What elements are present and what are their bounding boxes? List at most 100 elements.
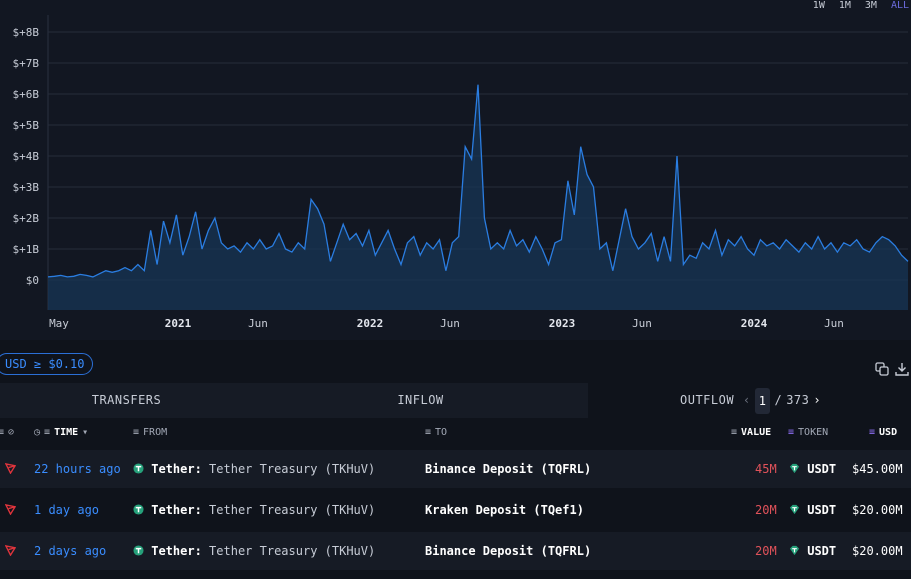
to-cell[interactable]: Binance Deposit (TQFRL) — [425, 462, 592, 476]
from-cell[interactable]: Tether: Tether Treasury (TKHuV) — [133, 532, 375, 570]
from-cell[interactable]: Tether: Tether Treasury (TKHuV) — [133, 450, 375, 488]
time-link[interactable]: 1 day ago — [34, 503, 100, 517]
token-column-header[interactable]: ≡ TOKEN — [788, 418, 828, 447]
y-tick-label: $+1B — [13, 243, 40, 256]
download-icon[interactable] — [895, 362, 909, 376]
to-cell[interactable]: Kraken Deposit (TQef1) — [425, 503, 584, 517]
chain-column-filter[interactable]: ≡ ⊘ — [0, 418, 14, 447]
tron-icon — [5, 504, 16, 515]
from-name: Tether Treasury (TKHuV) — [209, 503, 376, 517]
token-cell[interactable]: USDT — [789, 450, 836, 488]
token-label: USDT — [807, 544, 837, 558]
from-column-label: FROM — [143, 427, 168, 438]
total-pages: 373 — [786, 393, 810, 407]
value-cell: 45M — [755, 462, 777, 476]
filter-icon: ≡ — [425, 427, 432, 438]
area-fill — [48, 84, 908, 310]
table-tools — [875, 362, 909, 376]
y-tick-label: $+2B — [13, 212, 40, 225]
value-cell: 20M — [755, 544, 777, 558]
token-label: USDT — [807, 503, 837, 517]
from-entity: Tether: — [151, 503, 202, 517]
x-tick-label: Jun — [632, 317, 652, 330]
value-column-header[interactable]: ≡ VALUE — [731, 418, 771, 447]
table-header: ≡ ⊘ ◷ ≡ TIME ▾ ≡ FROM ≡ TO ≡ VALUE ≡ TOKE… — [0, 418, 911, 447]
y-tick-label: $+3B — [13, 181, 40, 194]
range-3m-button[interactable]: 3M — [864, 0, 877, 11]
value-cell: 20M — [755, 503, 777, 517]
usd-column-label: USD — [879, 427, 898, 438]
clock-icon: ◷ — [34, 427, 41, 438]
usd-cell: $20.00M — [852, 503, 903, 517]
table-row[interactable]: 1 day ago Tether: Tether Treasury (TKHuV… — [0, 491, 911, 529]
pager: ‹ 1 / 373 › — [743, 387, 821, 414]
filter-icon: ≡ — [133, 427, 140, 438]
usd-column-header[interactable]: ≡ USD — [869, 418, 897, 447]
from-column-header[interactable]: ≡ FROM — [133, 418, 167, 447]
next-page-icon[interactable]: › — [813, 393, 822, 407]
x-tick-label: 2024 — [741, 317, 768, 330]
range-all-button[interactable]: ALL — [890, 0, 909, 11]
sort-desc-icon: ▾ — [82, 427, 89, 438]
from-entity: Tether: — [151, 544, 202, 558]
token-column-label: TOKEN — [798, 427, 829, 438]
x-tick-label: 2021 — [165, 317, 192, 330]
range-selector: 1W 1M 3M ALL — [813, 0, 909, 11]
x-tick-label: 2022 — [357, 317, 384, 330]
series-line — [47, 84, 909, 278]
tab-outflow[interactable]: OUTFLOW ‹ 1 / 373 › — [588, 383, 911, 418]
y-tick-label: $+4B — [13, 150, 40, 163]
tron-icon — [5, 463, 16, 474]
tab-outflow-label: OUTFLOW — [680, 393, 735, 407]
page-separator: / — [774, 393, 783, 407]
flow-tabs: TRANSFERS INFLOW OUTFLOW ‹ 1 / 373 › — [0, 383, 911, 418]
token-cell[interactable]: USDT — [789, 532, 836, 570]
usdt-icon — [789, 463, 800, 474]
flow-chart[interactable]: $0 $+1B $+2B $+3B $+4B $+5B $+6B $+7B $+8B May 202… — [0, 0, 911, 340]
filter-icon: ≡ — [731, 427, 738, 438]
tether-icon — [133, 545, 144, 556]
filter-icon: ≡ — [869, 427, 876, 438]
x-tick-label: Jun — [440, 317, 460, 330]
range-1w-button[interactable]: 1W — [812, 0, 825, 11]
x-tick-label: May — [49, 317, 69, 330]
tab-inflow[interactable]: INFLOW — [397, 393, 444, 407]
usd-filter-pill[interactable]: USD ≥ $0.10 — [0, 353, 94, 375]
usdt-icon — [789, 504, 800, 515]
filter-icon: ≡ — [788, 427, 795, 438]
usd-cell: $45.00M — [852, 462, 903, 476]
filter-icon: ≡ — [0, 427, 5, 438]
to-column-header[interactable]: ≡ TO — [425, 418, 447, 447]
chart-panel: 1W 1M 3M ALL $0 $+1B $+2B $+3B $+4B $+5B $+6B $… — [0, 0, 911, 340]
table-row[interactable]: 22 hours ago Tether: Tether Treasury (TK… — [0, 450, 911, 488]
tab-transfers[interactable]: TRANSFERS — [91, 393, 162, 407]
y-tick-label: $+8B — [13, 26, 40, 39]
time-column-label: TIME — [54, 427, 79, 438]
y-tick-label: $0 — [26, 274, 39, 287]
prev-page-icon[interactable]: ‹ — [743, 393, 751, 407]
to-column-label: TO — [435, 427, 448, 438]
from-entity: Tether: — [151, 462, 202, 476]
token-label: USDT — [807, 462, 837, 476]
current-page[interactable]: 1 — [754, 387, 771, 414]
time-link[interactable]: 2 days ago — [34, 544, 107, 558]
time-column-header[interactable]: ◷ ≡ TIME ▾ — [34, 418, 88, 447]
link-icon: ⊘ — [8, 427, 15, 438]
table-row[interactable]: 2 days ago Tether: Tether Treasury (TKHu… — [0, 532, 911, 570]
y-tick-label: $+6B — [13, 88, 40, 101]
copy-icon[interactable] — [875, 362, 889, 376]
filter-icon: ≡ — [44, 427, 51, 438]
from-name: Tether Treasury (TKHuV) — [209, 544, 376, 558]
x-tick-label: Jun — [248, 317, 268, 330]
range-1m-button[interactable]: 1M — [838, 0, 851, 11]
token-cell[interactable]: USDT — [789, 491, 836, 529]
y-tick-label: $+5B — [13, 119, 40, 132]
usd-cell: $20.00M — [852, 544, 903, 558]
value-column-label: VALUE — [741, 427, 772, 438]
x-tick-label: Jun — [824, 317, 844, 330]
to-cell[interactable]: Binance Deposit (TQFRL) — [425, 544, 592, 558]
time-link[interactable]: 22 hours ago — [34, 462, 121, 476]
from-cell[interactable]: Tether: Tether Treasury (TKHuV) — [133, 491, 375, 529]
usdt-icon — [789, 545, 800, 556]
y-tick-label: $+7B — [13, 57, 40, 70]
